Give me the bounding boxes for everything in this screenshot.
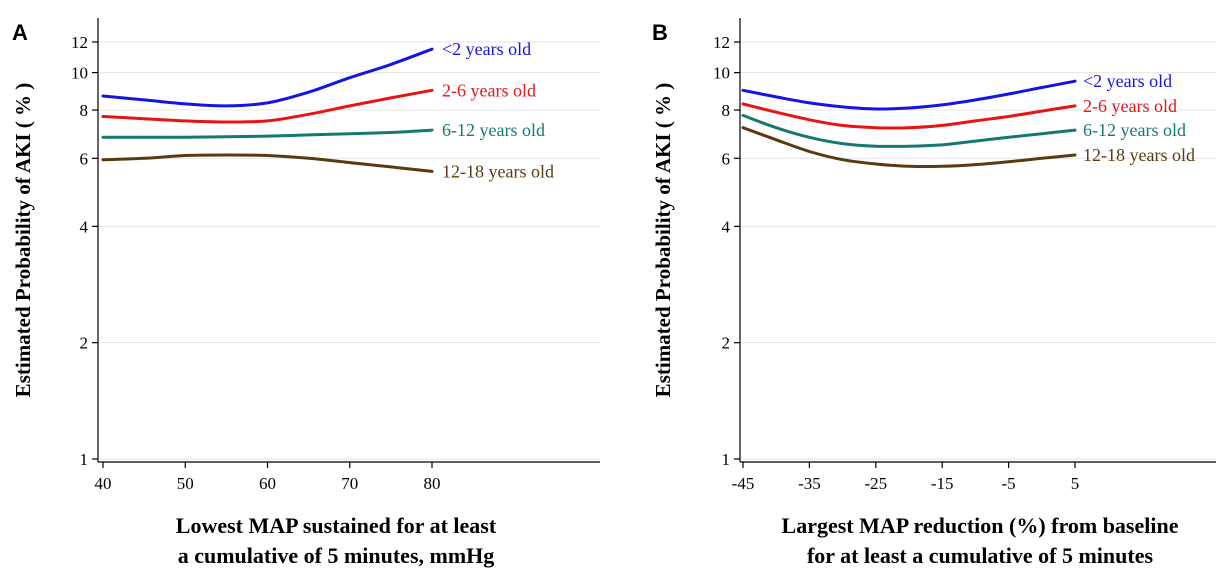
x-tick-label: 70 xyxy=(341,474,358,493)
panel-letter: B xyxy=(652,20,668,45)
y-tick-label: 12 xyxy=(71,33,88,52)
x-tick-label: 80 xyxy=(424,474,441,493)
x-axis-label: Largest MAP reduction (%) from baseline xyxy=(782,513,1179,538)
series-line xyxy=(741,113,1077,148)
y-tick-label: 8 xyxy=(722,101,731,120)
y-axis-label: Estimated Probability of AKI ( % ) xyxy=(651,83,675,398)
series-line xyxy=(741,102,1077,130)
y-tick-label: 4 xyxy=(722,217,731,236)
y-tick-label: 8 xyxy=(80,101,89,120)
y-axis-label: Estimated Probability of AKI ( % ) xyxy=(11,83,35,398)
x-tick-label: -45 xyxy=(732,474,755,493)
chart-panel-b: B 1 2 4 6 8 10 12 -45 -35 -25 -15 -5 5 Estimated Proba… xyxy=(640,0,1219,574)
x-axis-label: Lowest MAP sustained for at least xyxy=(176,513,497,538)
x-axis-label: for at least a cumulative of 5 minutes xyxy=(807,543,1153,568)
series-label: <2 years old xyxy=(442,39,531,59)
y-tick-label: 4 xyxy=(80,217,89,236)
series-line xyxy=(101,128,434,139)
series-line xyxy=(741,126,1077,169)
y-tick-label: 12 xyxy=(713,33,730,52)
series-line xyxy=(101,88,434,124)
x-tick-label: 50 xyxy=(177,474,194,493)
series-label: 2-6 years old xyxy=(442,80,536,100)
series-label: 12-18 years old xyxy=(1083,145,1195,165)
series-label: <2 years old xyxy=(1083,71,1172,91)
series-line xyxy=(741,79,1077,111)
x-tick-label: 60 xyxy=(259,474,276,493)
x-tick-label: 5 xyxy=(1071,474,1080,493)
series-line xyxy=(101,47,434,108)
x-tick-label: -5 xyxy=(1002,474,1016,493)
x-tick-label: -25 xyxy=(864,474,887,493)
y-tick-label: 10 xyxy=(713,64,730,83)
y-tick-label: 2 xyxy=(722,334,731,353)
y-tick-label: 6 xyxy=(722,149,731,168)
series-label: 6-12 years old xyxy=(1083,120,1186,140)
chart-panel-a: A 1 2 4 6 8 10 12 40 50 60 70 80 Estimated Probabilit… xyxy=(0,0,610,574)
y-tick-label: 1 xyxy=(722,450,731,469)
y-tick-label: 6 xyxy=(80,149,89,168)
panel-letter: A xyxy=(12,20,28,45)
series-label: 6-12 years old xyxy=(442,120,545,140)
y-tick-label: 2 xyxy=(80,334,89,353)
series-line xyxy=(101,153,434,173)
x-tick-label: -15 xyxy=(931,474,954,493)
series-label: 2-6 years old xyxy=(1083,96,1177,116)
y-tick-label: 10 xyxy=(71,64,88,83)
x-tick-label: 40 xyxy=(95,474,112,493)
x-axis-label: a cumulative of 5 minutes, mmHg xyxy=(178,543,495,568)
x-tick-label: -35 xyxy=(798,474,821,493)
series-label: 12-18 years old xyxy=(442,161,554,181)
y-tick-label: 1 xyxy=(80,450,89,469)
